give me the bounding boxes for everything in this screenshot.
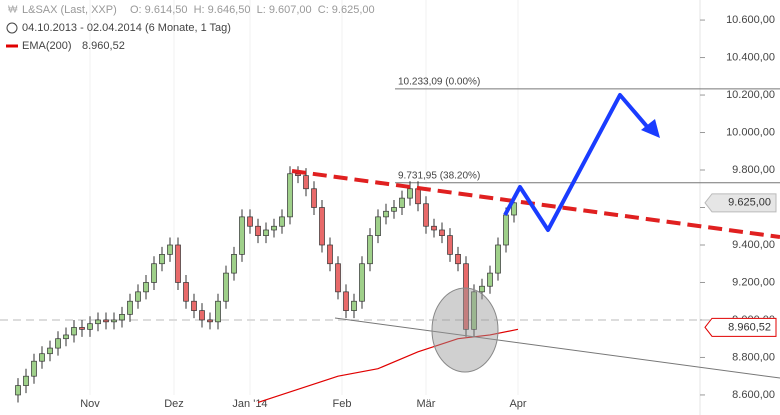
y-tick-label: 9.200,00	[732, 276, 775, 288]
candle-body	[119, 313, 125, 321]
legend: ₩ L&SAX (Last, XXP) O: 9.614,50 H: 9.646…	[6, 4, 375, 52]
candle-body	[503, 214, 509, 246]
candle-body	[487, 272, 493, 287]
ema-value: 8.960,52	[82, 40, 125, 52]
fib-label: 10.233,09 (0.00%)	[398, 76, 480, 87]
candle-body	[151, 263, 157, 283]
ema-line	[257, 328, 519, 404]
candle-body	[471, 291, 477, 330]
candle-body	[55, 338, 61, 349]
candle-body	[231, 254, 237, 274]
y-tick-label: 10.000,00	[726, 126, 775, 138]
candle-body	[263, 229, 269, 236]
candle-body	[447, 235, 453, 255]
x-tick-label: Mär	[417, 398, 436, 410]
candle-body	[479, 285, 485, 293]
candle-body	[319, 207, 325, 246]
candle-body	[455, 254, 461, 265]
y-tick-label: 10.400,00	[726, 51, 775, 63]
x-tick-label: Nov	[80, 398, 100, 410]
ema-name: EMA(200)	[22, 40, 72, 52]
support-line	[334, 317, 780, 379]
candle-body	[63, 334, 69, 340]
instrument: L&SAX (Last, XXP)	[22, 4, 117, 16]
candle-body	[223, 272, 229, 302]
candle-body	[335, 263, 341, 293]
candle-body	[255, 225, 261, 236]
candle-body	[399, 197, 405, 208]
candle-body	[135, 291, 141, 302]
x-tick-label: Dez	[164, 398, 184, 410]
clock-icon	[6, 22, 18, 34]
candle-body	[463, 263, 469, 330]
candle-body	[423, 203, 429, 227]
candle-body	[391, 207, 397, 212]
candle-body	[239, 216, 245, 255]
candle-body	[343, 291, 349, 311]
candle-body	[495, 244, 501, 274]
y-tick-label: 8.800,00	[732, 351, 775, 363]
candle-body	[359, 263, 365, 302]
arrow-head	[641, 119, 660, 138]
x-tick-label: Feb	[333, 398, 352, 410]
candle-body	[31, 360, 37, 377]
candle-body	[287, 173, 293, 218]
candle-body	[175, 244, 181, 283]
candle-body	[383, 210, 389, 218]
candle-body	[271, 225, 277, 231]
candle-body	[183, 282, 189, 302]
y-tick-label: 10.600,00	[726, 14, 775, 26]
candle-body	[215, 300, 221, 323]
candle-body	[23, 375, 29, 386]
candle-body	[351, 300, 357, 311]
candle-body	[375, 216, 381, 236]
candle-body	[191, 300, 197, 311]
y-tick-label: 9.800,00	[732, 164, 775, 176]
candle-body	[111, 319, 117, 323]
y-tick-label: 10.200,00	[726, 89, 775, 101]
candle-body	[71, 327, 77, 336]
x-tick-label: Jan '14	[232, 398, 267, 410]
candle-body	[143, 282, 149, 293]
candle-body	[367, 235, 373, 265]
candle-body	[207, 319, 213, 323]
ohlc: O: 9.614,50 H: 9.646,50 L: 9.607,00 C: 9…	[130, 4, 375, 16]
candle-body	[431, 225, 437, 231]
candle-body	[39, 353, 45, 362]
fib-label: 9.731,95 (38.20%)	[398, 170, 480, 181]
last-price-label: 9.625,00	[728, 197, 771, 209]
candle-body	[311, 188, 317, 208]
candle-body	[279, 216, 285, 227]
candle-body	[103, 319, 109, 323]
date-range: 04.10.2013 - 02.04.2014 (6 Monate, 1 Tag…	[22, 22, 231, 34]
icon: ₩	[8, 5, 18, 16]
candle-body	[95, 319, 101, 325]
candle-body	[167, 244, 173, 255]
candle-body	[407, 188, 413, 199]
candle-body	[511, 202, 517, 216]
candle-body	[47, 347, 53, 355]
last-price-box	[704, 193, 777, 213]
candle-body	[127, 300, 133, 315]
candle-body	[87, 323, 93, 330]
candle-body	[79, 327, 85, 330]
ema-tag-box	[704, 317, 777, 337]
candle-body	[247, 216, 253, 227]
candle-body	[415, 188, 421, 205]
trend-line	[291, 169, 780, 239]
candle-body	[15, 385, 21, 396]
forecast-arrow	[503, 93, 652, 232]
candle-body	[439, 229, 445, 236]
candle-body	[159, 254, 165, 265]
ema-tag-label: 8.960,52	[728, 321, 771, 333]
highlight-ellipse	[431, 287, 499, 373]
x-tick-label: Apr	[509, 398, 526, 410]
candle-body	[199, 310, 205, 321]
y-tick-label: 9.400,00	[732, 239, 775, 251]
candle-body	[327, 244, 333, 265]
y-tick-label: 8.600,00	[732, 389, 775, 401]
candle-body	[303, 175, 309, 190]
